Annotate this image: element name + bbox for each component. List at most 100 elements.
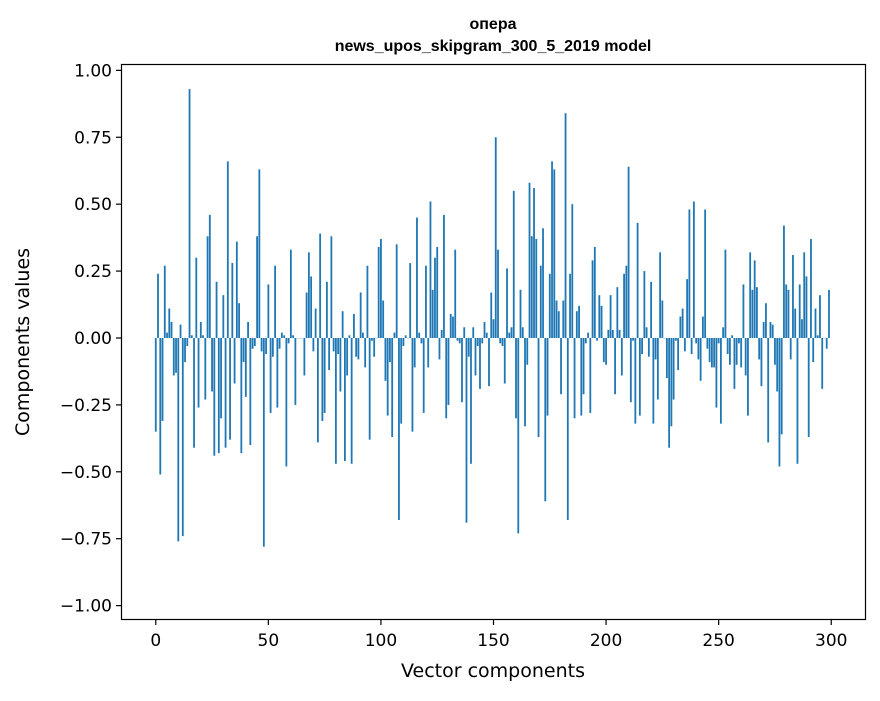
bar-70 bbox=[312, 338, 314, 351]
bar-73 bbox=[319, 234, 321, 338]
bar-85 bbox=[346, 338, 348, 375]
bar-183 bbox=[567, 338, 569, 520]
bar-195 bbox=[594, 247, 596, 338]
x-tick-label: 100 bbox=[365, 631, 397, 651]
bar-55 bbox=[279, 338, 281, 349]
bar-200 bbox=[605, 338, 607, 365]
bar-209 bbox=[625, 266, 627, 338]
bar-92 bbox=[362, 333, 364, 338]
bar-284 bbox=[794, 309, 796, 338]
bar-236 bbox=[686, 279, 688, 338]
bar-49 bbox=[265, 338, 267, 354]
bar-177 bbox=[553, 169, 555, 338]
bar-25 bbox=[211, 338, 213, 392]
bar-97 bbox=[373, 338, 375, 357]
bar-135 bbox=[459, 338, 461, 343]
bar-232 bbox=[677, 338, 679, 370]
bar-0 bbox=[155, 338, 157, 432]
bar-246 bbox=[709, 338, 711, 362]
bar-165 bbox=[526, 338, 528, 365]
bar-192 bbox=[587, 333, 589, 338]
bar-129 bbox=[445, 338, 447, 418]
bar-121 bbox=[427, 338, 429, 367]
bar-174 bbox=[547, 338, 549, 416]
bar-229 bbox=[670, 338, 672, 426]
bar-136 bbox=[461, 338, 463, 402]
x-axis-label: Vector components bbox=[401, 660, 585, 682]
bar-257 bbox=[734, 338, 736, 389]
bar-81 bbox=[337, 338, 339, 354]
bar-86 bbox=[349, 335, 351, 338]
bar-115 bbox=[414, 338, 416, 367]
bar-150 bbox=[493, 319, 495, 338]
bar-69 bbox=[310, 276, 312, 338]
bar-264 bbox=[749, 252, 751, 338]
bar-35 bbox=[234, 338, 236, 384]
bar-145 bbox=[481, 338, 483, 343]
bar-163 bbox=[522, 327, 524, 338]
bar-293 bbox=[815, 309, 817, 338]
bar-233 bbox=[679, 317, 681, 338]
bar-191 bbox=[585, 338, 587, 343]
bar-61 bbox=[292, 335, 294, 338]
bar-58 bbox=[285, 338, 287, 466]
bar-268 bbox=[758, 338, 760, 359]
bar-131 bbox=[450, 314, 452, 338]
bar-185 bbox=[571, 204, 573, 338]
bar-45 bbox=[256, 236, 258, 338]
bar-168 bbox=[533, 188, 535, 338]
bar-29 bbox=[220, 338, 222, 418]
bar-227 bbox=[666, 338, 668, 378]
y-tick-label: −0.50 bbox=[60, 463, 112, 483]
bar-154 bbox=[502, 338, 504, 346]
bar-282 bbox=[790, 338, 792, 359]
bar-52 bbox=[272, 338, 274, 357]
bar-278 bbox=[781, 338, 783, 434]
bar-16 bbox=[191, 335, 193, 338]
bar-253 bbox=[725, 250, 727, 338]
bar-30 bbox=[222, 295, 224, 338]
bar-106 bbox=[394, 333, 396, 338]
bar-83 bbox=[342, 311, 344, 338]
bar-48 bbox=[263, 338, 265, 547]
bar-147 bbox=[486, 333, 488, 338]
bar-281 bbox=[788, 290, 790, 338]
bar-128 bbox=[443, 215, 445, 338]
bar-252 bbox=[722, 327, 724, 338]
bar-216 bbox=[641, 338, 643, 354]
bar-176 bbox=[551, 161, 553, 338]
bar-139 bbox=[468, 338, 470, 357]
bar-205 bbox=[616, 287, 618, 338]
bar-15 bbox=[189, 89, 191, 338]
bar-164 bbox=[524, 338, 526, 426]
y-axis-label: Components values bbox=[12, 248, 34, 436]
bar-42 bbox=[249, 338, 251, 445]
y-tick-label: 0.00 bbox=[74, 329, 112, 349]
bar-289 bbox=[806, 276, 808, 338]
bar-94 bbox=[367, 266, 369, 338]
bar-127 bbox=[441, 330, 443, 338]
bar-279 bbox=[783, 226, 785, 338]
bar-19 bbox=[198, 338, 200, 408]
bar-123 bbox=[432, 290, 434, 338]
bar-248 bbox=[713, 338, 715, 367]
bar-96 bbox=[371, 338, 373, 341]
bar-211 bbox=[630, 338, 632, 402]
bar-295 bbox=[819, 295, 821, 338]
bar-80 bbox=[335, 338, 337, 464]
bar-169 bbox=[535, 239, 537, 338]
bar-141 bbox=[472, 327, 474, 338]
bar-242 bbox=[700, 338, 702, 381]
y-tick-label: 0.50 bbox=[74, 195, 112, 215]
bar-237 bbox=[688, 210, 690, 338]
bar-47 bbox=[261, 338, 263, 351]
bar-213 bbox=[634, 338, 636, 424]
bar-111 bbox=[405, 335, 407, 338]
bar-21 bbox=[202, 335, 204, 338]
bar-271 bbox=[765, 303, 767, 338]
bar-146 bbox=[484, 322, 486, 338]
bar-160 bbox=[515, 338, 517, 418]
bar-110 bbox=[403, 338, 405, 346]
bar-108 bbox=[398, 338, 400, 520]
